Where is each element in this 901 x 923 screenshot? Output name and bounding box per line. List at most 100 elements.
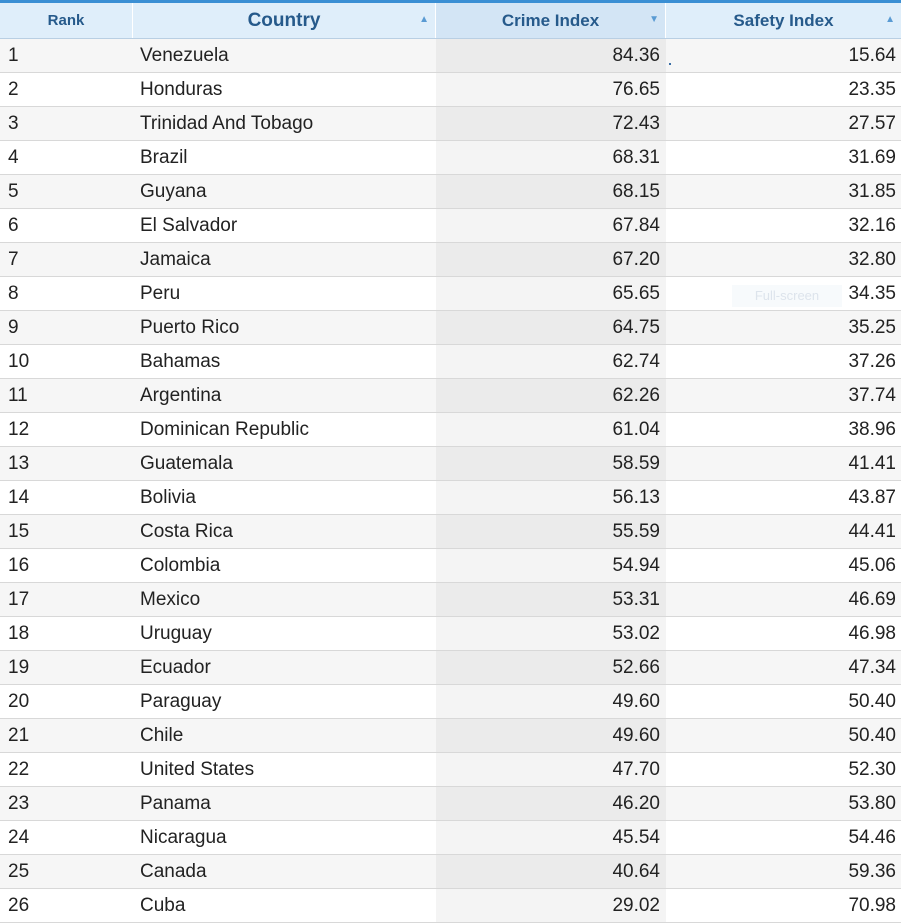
sort-descending-icon: ▼	[649, 14, 659, 25]
safety-index-cell: 50.40	[848, 725, 896, 746]
safety-index-cell: 35.25	[848, 317, 896, 338]
full-screen-button[interactable]: Full-screen	[732, 285, 842, 307]
table-row[interactable]: 23 Panama 46.20 53.80	[0, 787, 901, 821]
rank-cell: 1	[8, 45, 19, 66]
table-row[interactable]: 19 Ecuador 52.66 47.34	[0, 651, 901, 685]
table-body: 1 Venezuela 84.36 15.64 2 Honduras 76.65 23.35 3…	[0, 39, 901, 923]
crime-index-cell: 72.43	[436, 107, 666, 140]
full-screen-label: Full-screen	[754, 288, 820, 303]
crime-index-cell: 64.75	[436, 311, 666, 344]
column-header-rank[interactable]: Rank	[0, 3, 133, 38]
country-cell: Peru	[140, 283, 181, 304]
rank-cell: 24	[8, 827, 30, 848]
sort-ascending-icon: ▲	[885, 14, 895, 25]
table-row[interactable]: 15 Costa Rica 55.59 44.41	[0, 515, 901, 549]
country-cell: Puerto Rico	[140, 317, 240, 338]
crime-index-cell: 76.65	[436, 73, 666, 106]
table-row[interactable]: 11 Argentina 62.26 37.74	[0, 379, 901, 413]
table-row[interactable]: 10 Bahamas 62.74 37.26	[0, 345, 901, 379]
table-row[interactable]: 18 Uruguay 53.02 46.98	[0, 617, 901, 651]
country-cell: Canada	[140, 861, 207, 882]
table-row[interactable]: 16 Colombia 54.94 45.06	[0, 549, 901, 583]
marker-dot	[669, 63, 671, 65]
table-row[interactable]: 2 Honduras 76.65 23.35	[0, 73, 901, 107]
crime-index-cell: 53.02	[436, 617, 666, 650]
rank-cell: 6	[8, 215, 19, 236]
table-row[interactable]: 22 United States 47.70 52.30	[0, 753, 901, 787]
country-cell: El Salvador	[140, 215, 238, 236]
table-row[interactable]: 13 Guatemala 58.59 41.41	[0, 447, 901, 481]
crime-index-cell: 53.31	[436, 583, 666, 616]
crime-index-cell: 45.54	[436, 821, 666, 854]
rank-cell: 2	[8, 79, 19, 100]
column-header-safety-index[interactable]: Safety Index ▲	[666, 3, 901, 38]
safety-index-cell: 38.96	[848, 419, 896, 440]
safety-index-cell: 44.41	[848, 521, 896, 542]
country-cell: Bahamas	[140, 351, 221, 372]
country-cell: Argentina	[140, 385, 222, 406]
safety-index-cell: 46.98	[848, 623, 896, 644]
rank-cell: 11	[8, 385, 28, 406]
country-cell: Ecuador	[140, 657, 211, 678]
table-row[interactable]: 25 Canada 40.64 59.36	[0, 855, 901, 889]
rank-cell: 26	[8, 895, 30, 916]
safety-index-cell: 32.16	[848, 215, 896, 236]
country-cell: Guatemala	[140, 453, 233, 474]
column-header-country[interactable]: Country ▲	[133, 3, 436, 38]
table-row[interactable]: 5 Guyana 68.15 31.85	[0, 175, 901, 209]
crime-index-cell: 40.64	[436, 855, 666, 888]
crime-index-cell: 49.60	[436, 719, 666, 752]
rank-cell: 21	[8, 725, 30, 746]
table-row[interactable]: 24 Nicaragua 45.54 54.46	[0, 821, 901, 855]
table-row[interactable]: 17 Mexico 53.31 46.69	[0, 583, 901, 617]
country-cell: Colombia	[140, 555, 221, 576]
country-cell: Cuba	[140, 895, 186, 916]
country-cell: Dominican Republic	[140, 419, 309, 440]
rank-cell: 7	[8, 249, 19, 270]
country-cell: Jamaica	[140, 249, 211, 270]
rank-cell: 17	[8, 589, 30, 610]
column-header-rank-label: Rank	[47, 12, 85, 29]
crime-index-cell: 29.02	[436, 889, 666, 922]
safety-index-cell: 54.46	[848, 827, 896, 848]
column-header-crime-index-label: Crime Index	[501, 10, 600, 30]
country-cell: Venezuela	[140, 45, 229, 66]
table-row[interactable]: 14 Bolivia 56.13 43.87	[0, 481, 901, 515]
table-row[interactable]: 3 Trinidad And Tobago 72.43 27.57	[0, 107, 901, 141]
safety-index-cell: 53.80	[848, 793, 896, 814]
rank-cell: 3	[8, 113, 19, 134]
table-row[interactable]: 26 Cuba 29.02 70.98	[0, 889, 901, 923]
table-row[interactable]: 1 Venezuela 84.36 15.64	[0, 39, 901, 73]
table-row[interactable]: 4 Brazil 68.31 31.69	[0, 141, 901, 175]
country-cell: Costa Rica	[140, 521, 233, 542]
country-cell: Brazil	[140, 147, 188, 168]
table-row[interactable]: 12 Dominican Republic 61.04 38.96	[0, 413, 901, 447]
crime-index-cell: 65.65	[436, 277, 666, 310]
table-row[interactable]: 8 Peru 65.65 34.35	[0, 277, 901, 311]
column-header-safety-index-label: Safety Index	[733, 10, 834, 30]
rank-cell: 5	[8, 181, 19, 202]
safety-index-cell: 15.64	[848, 45, 896, 66]
column-header-crime-index[interactable]: Crime Index ▼	[436, 3, 666, 38]
crime-index-cell: 58.59	[436, 447, 666, 480]
rank-cell: 9	[8, 317, 19, 338]
table-row[interactable]: 21 Chile 49.60 50.40	[0, 719, 901, 753]
crime-index-cell: 52.66	[436, 651, 666, 684]
safety-index-cell: 31.85	[848, 181, 896, 202]
table-row[interactable]: 6 El Salvador 67.84 32.16	[0, 209, 901, 243]
table-header: Rank Country ▲ Crime Index ▼ Safety Inde…	[0, 3, 901, 39]
safety-index-cell: 46.69	[848, 589, 896, 610]
crime-index-cell: 55.59	[436, 515, 666, 548]
safety-index-cell: 43.87	[848, 487, 896, 508]
country-cell: Uruguay	[140, 623, 212, 644]
rank-cell: 19	[8, 657, 30, 678]
table-row[interactable]: 20 Paraguay 49.60 50.40	[0, 685, 901, 719]
country-cell: Trinidad And Tobago	[140, 113, 314, 134]
table-row[interactable]: 7 Jamaica 67.20 32.80	[0, 243, 901, 277]
sort-ascending-icon: ▲	[419, 14, 429, 25]
rank-cell: 18	[8, 623, 30, 644]
safety-index-cell: 41.41	[848, 453, 896, 474]
safety-index-cell: 31.69	[848, 147, 896, 168]
safety-index-cell: 27.57	[848, 113, 896, 134]
table-row[interactable]: 9 Puerto Rico 64.75 35.25	[0, 311, 901, 345]
